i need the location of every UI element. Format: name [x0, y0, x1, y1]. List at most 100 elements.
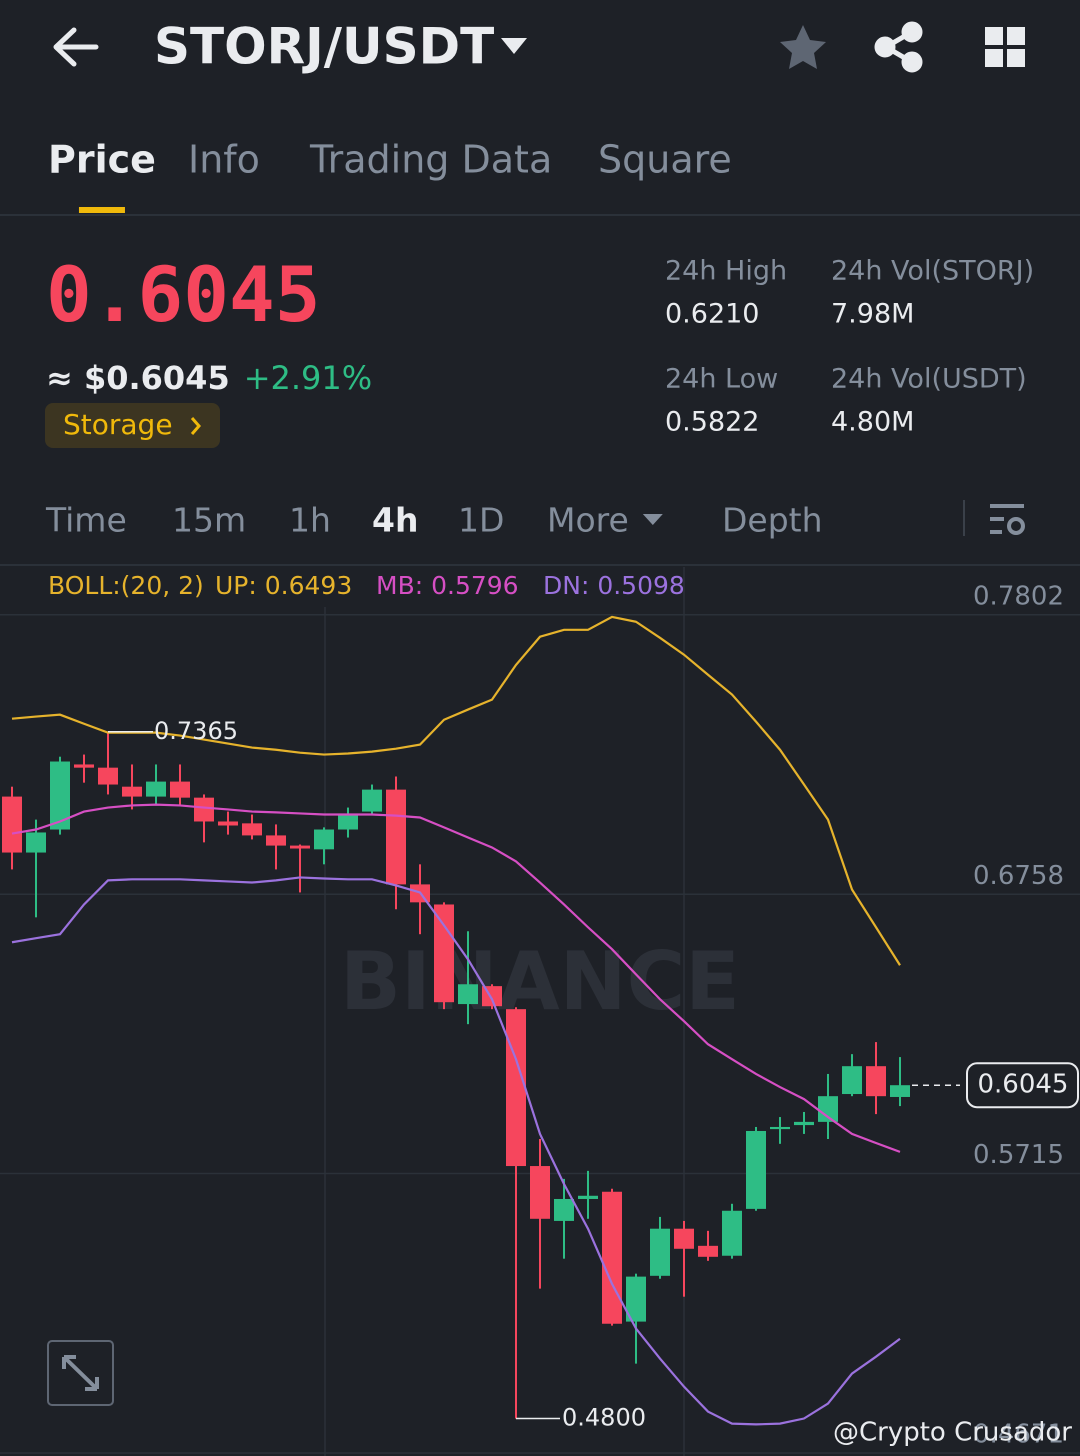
stat-value: 0.6210 [665, 299, 759, 330]
candle-body [386, 789, 406, 885]
tag-pill[interactable]: Storage [45, 403, 220, 448]
chart-settings[interactable] [990, 504, 1025, 535]
tab[interactable]: Trading Data [309, 138, 552, 182]
interval[interactable]: 1D [458, 501, 504, 540]
stats: 24h High 0.6210 24h Vol(STORJ) 7.98M 24h Low… [665, 256, 1034, 438]
stat-value: 7.98M [831, 299, 914, 330]
share-node [874, 36, 896, 58]
y-tick-label: 0.6758 [973, 861, 1064, 891]
last-price: 0.6045 [46, 250, 321, 339]
pair-dropdown[interactable] [501, 38, 527, 54]
y-grid: 0.7802 0.6758 0.5715 0.4671 [0, 581, 1080, 1454]
fullscreen-frame [47, 1340, 114, 1406]
candle-body [2, 796, 22, 853]
legend-entry: UP: 0.6493 [215, 571, 352, 600]
interval[interactable]: Time [45, 501, 127, 540]
candle-body [194, 797, 214, 822]
stat-label: 24h Vol(STORJ) [831, 256, 1034, 287]
y-tick-label: 0.7802 [973, 581, 1064, 611]
credit: @Crypto Crusador [833, 1418, 1072, 1448]
tab[interactable]: Price [48, 138, 156, 182]
tab[interactable]: Info [188, 138, 260, 182]
more-arrow [642, 514, 663, 525]
interval[interactable]: 15m [172, 501, 246, 540]
stat-value: 0.5822 [665, 407, 759, 438]
fullscreen-icon [62, 1355, 99, 1391]
last-price-label: 0.6045 [978, 1070, 1069, 1100]
share-node [901, 51, 923, 73]
tab[interactable]: Square [598, 138, 732, 182]
interval-bar: Time 15m 1h 4h 1D More Depth [45, 501, 823, 540]
stat-label: 24h High [665, 256, 787, 287]
share-button[interactable] [874, 21, 923, 73]
back-button[interactable] [53, 27, 99, 67]
candle-body [218, 821, 238, 826]
candle-body [530, 1166, 550, 1219]
legend-entry: DN: 0.5098 [543, 571, 685, 600]
indicator-label: BOLL:(20, 2) [48, 571, 204, 600]
tag-arrow [190, 417, 201, 435]
tab-indicator [78, 207, 125, 213]
share-node [901, 21, 923, 43]
pair-title[interactable]: STORJ/USDT [154, 18, 494, 76]
plot: 0.7365 0.4800 0.6045 [2, 615, 1079, 1432]
boll-line [11, 615, 901, 966]
candle-body [674, 1228, 694, 1249]
candle-body [122, 786, 142, 797]
favorite-star[interactable] [780, 25, 826, 69]
candle-body [818, 1096, 838, 1122]
candle-body [578, 1195, 598, 1199]
interval[interactable]: More [547, 501, 629, 540]
candle-body [242, 823, 262, 836]
settings-gear [1007, 517, 1025, 535]
candle-body [74, 764, 94, 768]
fullscreen-button[interactable] [47, 1340, 114, 1406]
price-line: ≈ $0.6045 +2.91% [46, 359, 372, 397]
interval[interactable]: 1h [289, 501, 331, 540]
interval[interactable]: 4h [372, 501, 418, 540]
candle-body [50, 761, 70, 830]
candle-body [26, 832, 46, 853]
candle-body [866, 1066, 886, 1097]
candle-body [746, 1130, 766, 1209]
last-price-box [966, 1062, 1079, 1109]
candle-body [794, 1121, 814, 1126]
candle-body [266, 835, 286, 846]
candle-body [650, 1228, 670, 1276]
candle-body [338, 814, 358, 830]
candle-body [458, 984, 478, 1005]
tab-bar: Price Info Trading Data Square [48, 138, 732, 213]
price-change: +2.91% [244, 359, 372, 397]
candle-body [770, 1126, 790, 1130]
grid-cell [1007, 27, 1025, 45]
legend-background [40, 567, 680, 607]
legend: BOLL:(20, 2) UP: 0.6493 MB: 0.5796 DN: 0.50… [40, 567, 685, 607]
candle-body [722, 1210, 742, 1256]
tag-background [45, 403, 220, 448]
boll-line [11, 876, 901, 1426]
candle-body [290, 845, 310, 849]
tag-text: Storage [63, 408, 173, 441]
low-label: 0.4800 [562, 1404, 646, 1432]
candle-body [842, 1066, 862, 1095]
candle-body [146, 781, 166, 797]
candle-body [98, 767, 118, 785]
back-arrow [53, 27, 99, 67]
boll-line [11, 803, 901, 1153]
candle-body [314, 829, 334, 850]
y-tick-label: 0.5715 [973, 1140, 1064, 1170]
grid-cell [985, 27, 1003, 45]
stat-value: 4.80M [831, 407, 914, 438]
candle-body [362, 789, 382, 812]
stat-label: 24h Vol(USDT) [831, 364, 1027, 395]
stat-label: 24h Low [665, 364, 778, 395]
candle-body [554, 1198, 574, 1221]
interval[interactable]: Depth [722, 501, 823, 540]
grid-cell [1007, 49, 1025, 67]
layout-button[interactable] [985, 27, 1025, 67]
candle-body [698, 1245, 718, 1257]
grid-cell [985, 49, 1003, 67]
legend-entry: MB: 0.5796 [376, 571, 519, 600]
watermark: BINANCE [340, 935, 740, 1028]
